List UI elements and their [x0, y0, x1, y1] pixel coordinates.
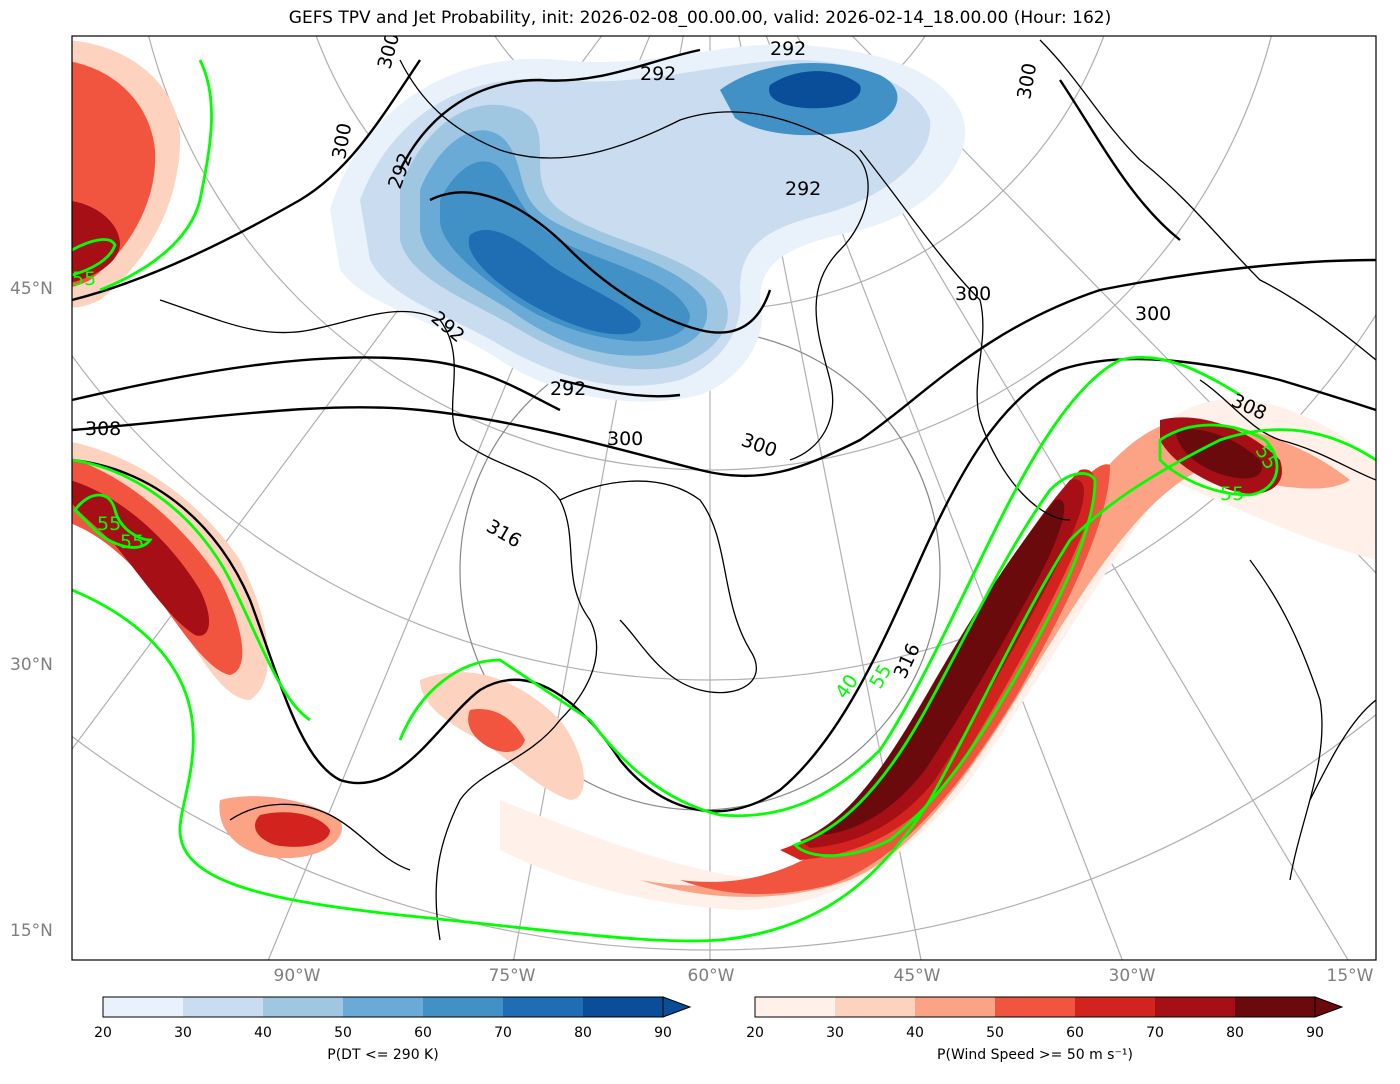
theta-label: 308 — [85, 418, 121, 440]
colorbar-swatch — [343, 997, 423, 1017]
colorbar-swatch — [103, 997, 183, 1017]
theta-contours — [72, 48, 1376, 813]
theta-label: 300 — [955, 283, 991, 305]
theta-label: 292 — [770, 38, 806, 60]
theta-label: 300 — [1135, 303, 1171, 325]
colorbar-swatch — [1235, 997, 1315, 1017]
colorbar-tick: 30 — [826, 1025, 844, 1041]
colorbar-tick: 20 — [746, 1025, 764, 1041]
colorbar-swatch — [423, 997, 503, 1017]
colorbar-swatch — [503, 997, 583, 1017]
meridian-0 — [851, 36, 1376, 574]
theta-label: 292 — [785, 178, 821, 200]
colorbar-tick: 30 — [174, 1025, 192, 1041]
map-frame — [71, 35, 1377, 961]
colorbar-right-label: P(Wind Speed >= 50 m s⁻¹) — [937, 1047, 1133, 1063]
jet-contours — [72, 59, 1376, 943]
lon-label-30w: 30°W — [1108, 966, 1156, 986]
theta-label: 316 — [890, 640, 925, 682]
colorbar-swatch — [755, 997, 835, 1017]
jet-label: 55 — [72, 268, 96, 290]
lon-label-45w: 45°W — [893, 966, 941, 986]
theta-label: 300 — [607, 428, 643, 450]
colorbar-tick: 70 — [494, 1025, 512, 1041]
colorbar-swatch — [835, 997, 915, 1017]
colorbar-swatch — [583, 997, 663, 1017]
colorbar-tick: 50 — [334, 1025, 352, 1041]
theta-label: 300 — [738, 429, 780, 462]
colorbar-tick: 60 — [1066, 1025, 1084, 1041]
lat-label-30n: 30°N — [10, 655, 53, 675]
jet-label: 55 — [97, 513, 121, 535]
colorbar-tick: 80 — [574, 1025, 592, 1041]
colorbar-tick: 60 — [414, 1025, 432, 1041]
colorbar-swatch — [915, 997, 995, 1017]
jet-label: 55 — [120, 531, 144, 553]
lat-label-15n: 15°N — [10, 921, 53, 941]
jet-label: 40 — [831, 670, 863, 702]
theta-label: 292 — [640, 63, 676, 85]
lon-label-90w: 90°W — [273, 966, 321, 986]
coastlines — [159, 39, 1376, 941]
colorbar-tick: 90 — [1306, 1025, 1324, 1041]
lon-label-15w: 15°W — [1326, 966, 1374, 986]
theta-label: 316 — [483, 515, 525, 552]
lon-label-60w: 60°W — [687, 966, 735, 986]
colorbar-left — [102, 996, 692, 1018]
colorbar-tick: 80 — [1226, 1025, 1244, 1041]
meridian-105w — [72, 36, 603, 751]
lon-label-75w: 75°W — [488, 966, 536, 986]
colorbar-swatch — [183, 997, 263, 1017]
colorbar-right — [754, 996, 1344, 1018]
colorbar-swatch — [995, 997, 1075, 1017]
theta-label: 300 — [374, 31, 405, 72]
colorbar-tick: 50 — [986, 1025, 1004, 1041]
colorbar-swatch — [1075, 997, 1155, 1017]
colorbar-tick: 20 — [94, 1025, 112, 1041]
colorbar-tick: 40 — [906, 1025, 924, 1041]
colorbar-swatch — [263, 997, 343, 1017]
colorbar-tick: 90 — [654, 1025, 672, 1041]
colorbar-tick: 70 — [1146, 1025, 1164, 1041]
theta-label: 300 — [1013, 61, 1041, 101]
colorbar-swatch — [1155, 997, 1235, 1017]
jet-probability-fill — [72, 40, 1376, 910]
lat-label-45n: 45°N — [10, 279, 53, 299]
colorbar-left-label: P(DT <= 290 K) — [327, 1047, 439, 1063]
map-title: GEFS TPV and Jet Probability, init: 2026… — [288, 8, 1112, 28]
colorbar-tick: 40 — [254, 1025, 272, 1041]
jet-label: 55 — [1220, 483, 1244, 505]
theta-label: 292 — [550, 378, 586, 400]
